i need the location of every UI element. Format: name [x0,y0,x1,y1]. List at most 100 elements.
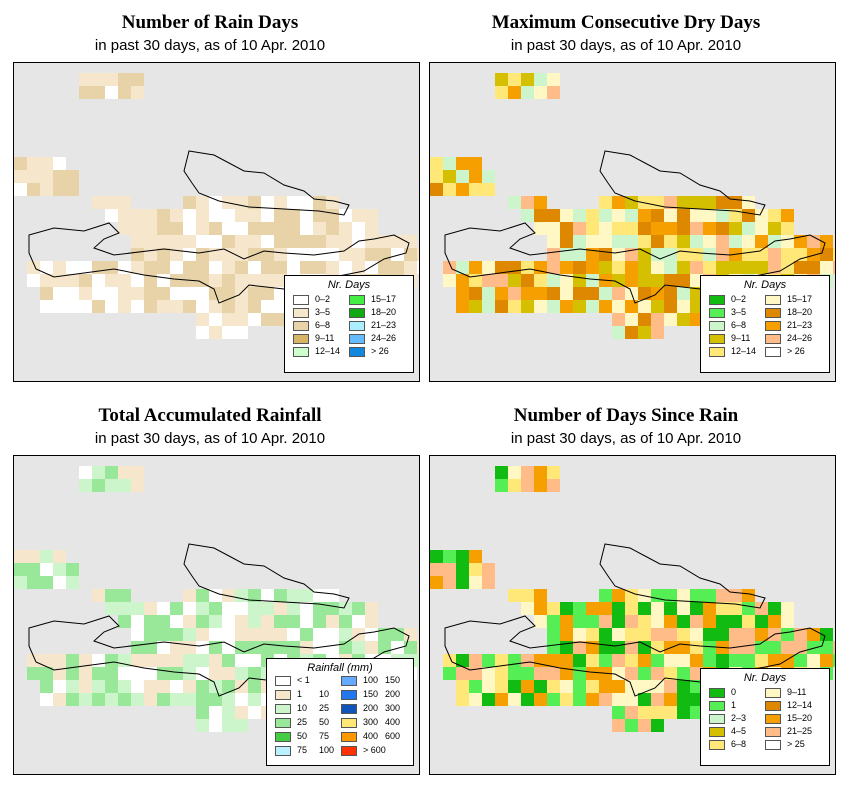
grid-cell [248,235,261,248]
grid-cell [183,222,196,235]
grid-cell [339,602,352,615]
grid-cell [677,248,690,261]
grid-cell [638,235,651,248]
grid-cell [118,86,131,99]
legend-swatch [275,732,291,742]
grid-cell [768,209,781,222]
grid-cell [547,641,560,654]
grid-cell [690,641,703,654]
grid-cell [339,209,352,222]
grid-cell [560,300,573,313]
grid-cell [677,706,690,719]
grid-cell [352,615,365,628]
grid-cell [365,209,378,222]
legend-swatch [349,308,365,318]
grid-cell [339,261,352,274]
grid-cell [235,719,248,732]
legend-swatch [349,334,365,344]
grid-cell [53,576,66,589]
grid-cell [170,680,183,693]
grid-cell [638,654,651,667]
grid-cell [664,602,677,615]
grid-cell [703,196,716,209]
grid-cell [430,157,443,170]
grid-cell [690,248,703,261]
grid-cell [456,261,469,274]
grid-cell [742,235,755,248]
grid-cell [690,706,703,719]
grid-cell [677,641,690,654]
grid-cell [261,641,274,654]
grid-cell [326,589,339,602]
grid-cell [222,326,235,339]
grid-cell [235,274,248,287]
grid-cell [586,287,599,300]
grid-cell [183,300,196,313]
grid-cell [287,196,300,209]
grid-cell [456,550,469,563]
grid-cell [664,209,677,222]
grid-cell [729,628,742,641]
grid-cell [248,222,261,235]
grid-cell [170,209,183,222]
legend-swatch [765,740,781,750]
grid-cell [716,602,729,615]
grid-cell [599,589,612,602]
grid-cell [781,261,794,274]
grid-cell [833,261,835,274]
grid-cell [170,667,183,680]
legend-swatch [293,308,309,318]
grid-cell [638,706,651,719]
grid-cell [274,196,287,209]
grid-cell [339,235,352,248]
legend-title: Nr. Days [743,672,787,684]
grid-cell [677,693,690,706]
grid-cell [131,261,144,274]
grid-cell [677,628,690,641]
grid-cell [599,261,612,274]
grid-cell [339,628,352,641]
grid-cell [508,693,521,706]
grid-cell [79,86,92,99]
grid-cell [313,196,326,209]
grid-cell [599,209,612,222]
grid-cell [118,693,131,706]
grid-cell [209,615,222,628]
grid-cell [703,209,716,222]
grid-cell [222,209,235,222]
grid-cell [534,589,547,602]
panel-subtitle: in past 30 days, as of 10 Apr. 2010 [94,430,326,447]
grid-cell [599,628,612,641]
grid-cell [209,667,222,680]
grid-cell [560,222,573,235]
grid-cell [612,615,625,628]
grid-cell [664,300,677,313]
grid-cell [586,235,599,248]
grid-cell [144,300,157,313]
grid-cell [222,615,235,628]
grid-cell [118,680,131,693]
map-area: Rainfall (mm) < 1 1 10 10 25 25 50 50 75 75 1… [13,455,420,775]
grid-cell [521,287,534,300]
grid-cell [677,654,690,667]
grid-cell [157,248,170,261]
grid-cell [326,209,339,222]
map-area: Nr. Days 0–2 3–5 6–8 9–11 12–14 15–17 18… [13,62,420,382]
grid-cell [547,654,560,667]
grid-cell [248,602,261,615]
grid-cell [469,287,482,300]
grid-cell [430,550,443,563]
legend-swatch [341,704,357,714]
grid-cell [586,615,599,628]
grid-cell [456,170,469,183]
grid-cell [625,274,638,287]
grid-cell [27,261,40,274]
grid-cell [456,654,469,667]
grid-cell [651,641,664,654]
grid-cell [820,261,833,274]
grid-cell [248,628,261,641]
legend-swatch [765,714,781,724]
grid-cell [469,667,482,680]
legend-swatch [293,334,309,344]
grid-cell [534,680,547,693]
